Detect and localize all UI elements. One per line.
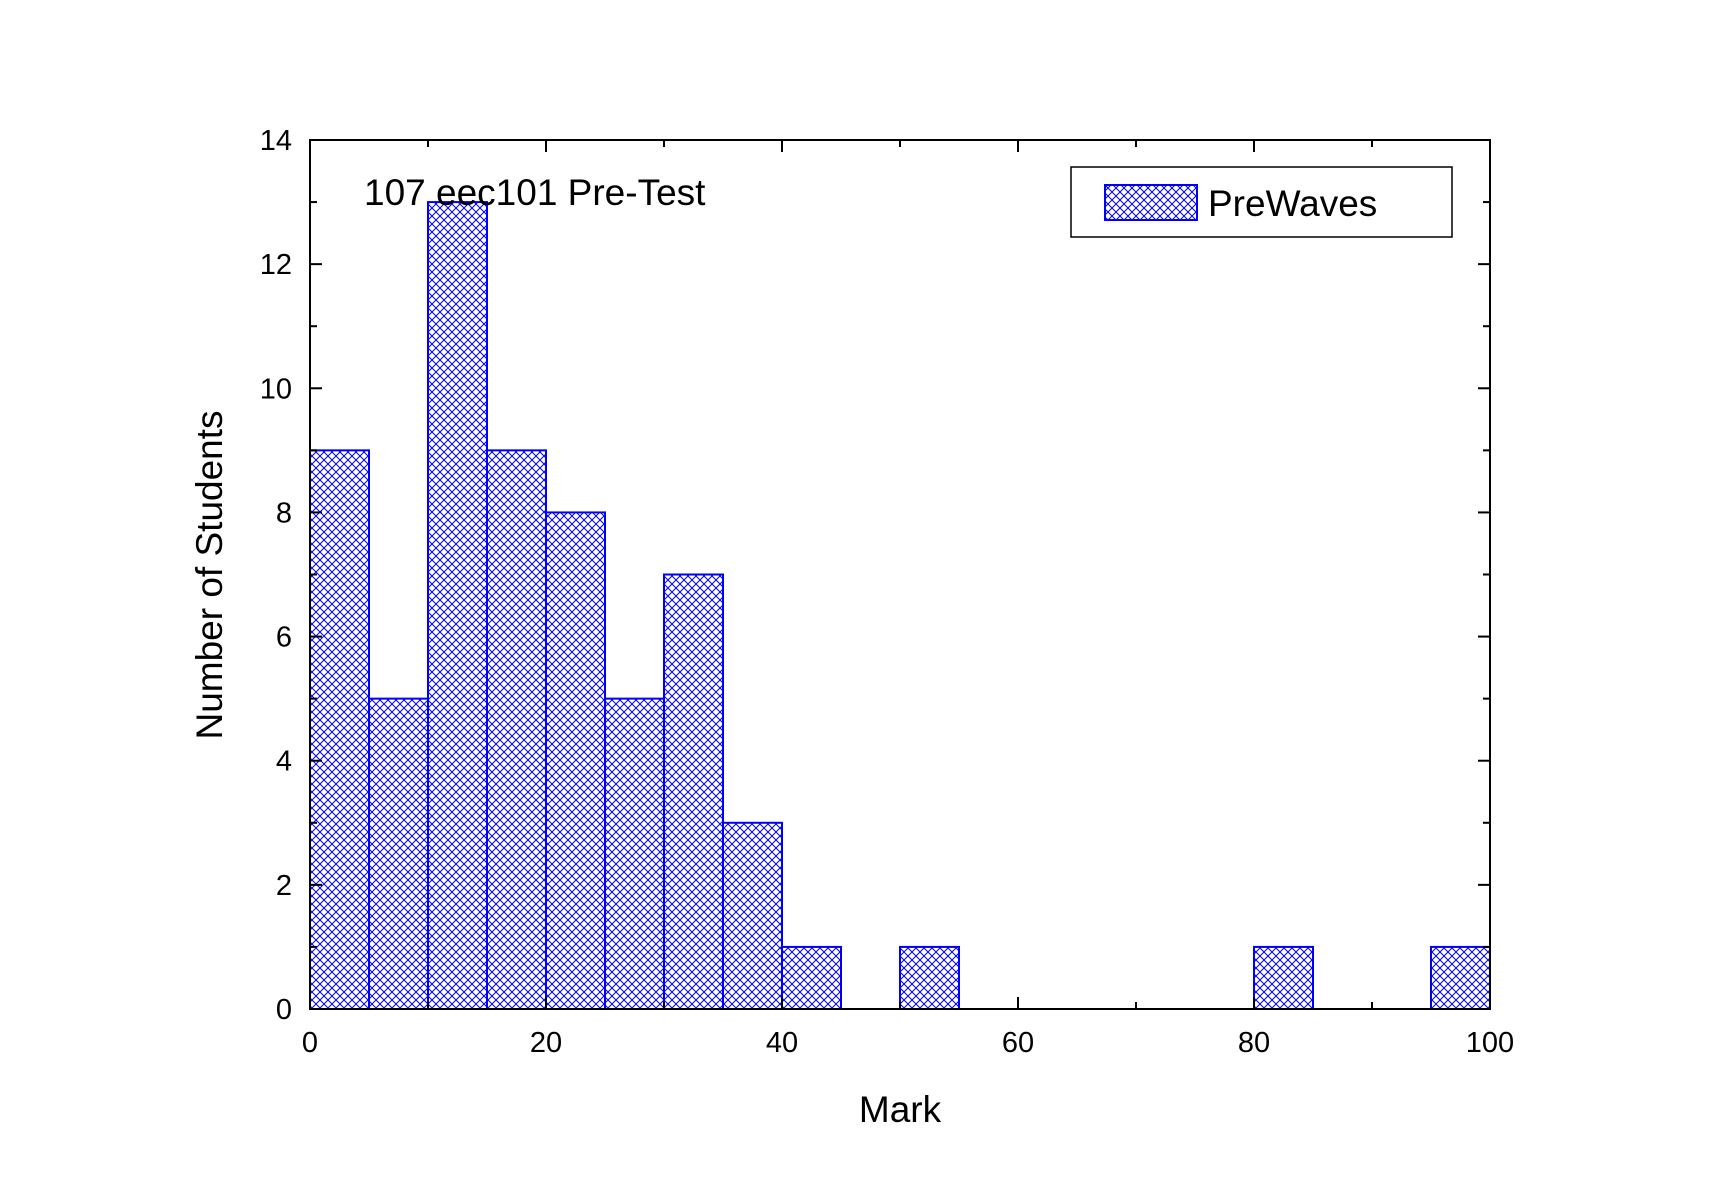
y-tick-label: 6 <box>276 622 292 654</box>
legend: PreWaves <box>1070 166 1453 238</box>
histogram-bar <box>604 697 665 1011</box>
x-tick-label: 80 <box>1238 1027 1270 1059</box>
x-tick-labels: 0 20 40 60 80 100 <box>302 1027 1514 1059</box>
histogram-bar <box>663 573 724 1010</box>
histogram-bar <box>1430 945 1491 1011</box>
y-axis-title: Number of Students <box>189 410 230 739</box>
histogram-bar <box>781 945 842 1011</box>
histogram-bar <box>486 449 547 1011</box>
legend-label-prewaves: PreWaves <box>1208 183 1377 224</box>
x-tick-label: 60 <box>1002 1027 1034 1059</box>
y-tick-label: 12 <box>260 249 292 281</box>
histogram-bar <box>368 697 429 1011</box>
x-axis-title: Mark <box>859 1089 942 1130</box>
y-tick-label: 8 <box>276 497 292 529</box>
x-tick-label: 100 <box>1466 1027 1514 1059</box>
y-tick-label: 10 <box>260 373 292 405</box>
x-tick-label: 20 <box>530 1027 562 1059</box>
histogram-bar <box>899 945 960 1011</box>
x-tick-label: 40 <box>766 1027 798 1059</box>
x-tick-label: 0 <box>302 1027 318 1059</box>
histogram-bar <box>545 511 606 1011</box>
legend-swatch-prewaves <box>1104 184 1198 221</box>
bars-layer <box>309 201 1491 1011</box>
chart-annotation: 107 eec101 Pre-Test <box>364 172 706 213</box>
histogram-bar <box>427 201 488 1011</box>
y-tick-label: 2 <box>276 870 292 902</box>
y-tick-label: 0 <box>276 994 292 1026</box>
y-tick-labels: 0 2 4 6 8 10 12 14 <box>260 125 292 1026</box>
plot-frame <box>309 139 1491 1010</box>
y-tick-label: 14 <box>260 125 292 157</box>
histogram-bar <box>722 821 783 1010</box>
histogram-bar <box>1253 945 1314 1011</box>
y-tick-label: 4 <box>276 746 292 778</box>
histogram-bar <box>309 449 370 1011</box>
